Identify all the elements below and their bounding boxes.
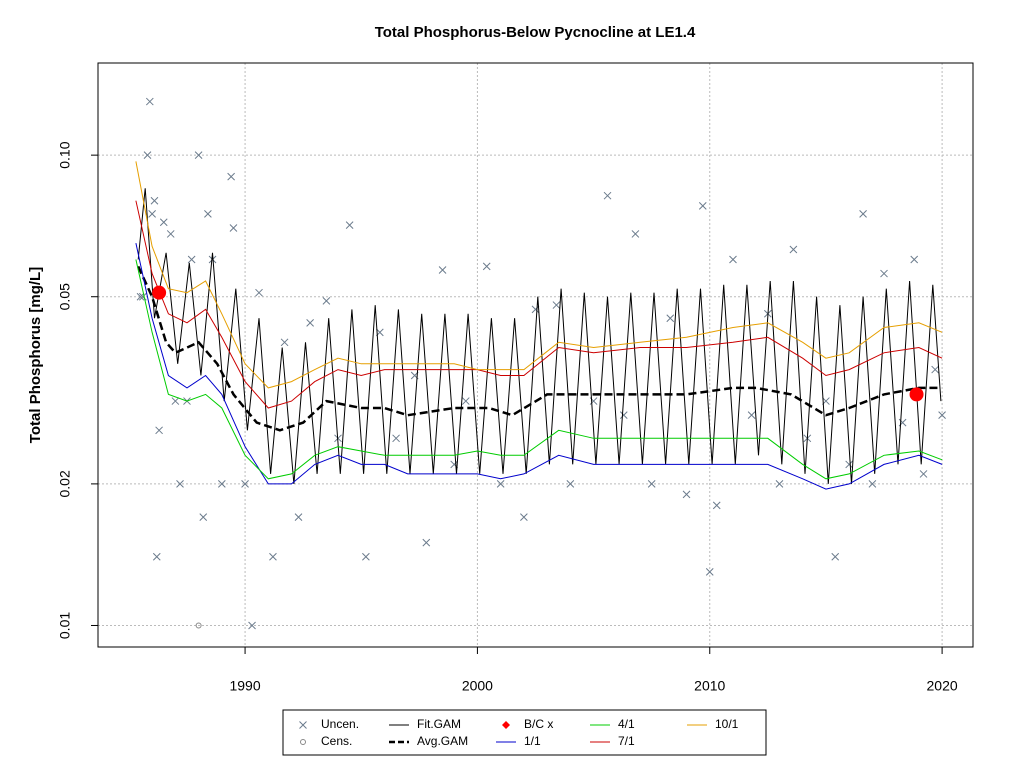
legend-label: B/C x [524,717,553,731]
data-point [136,292,145,301]
data-point [150,196,159,205]
data-point [229,224,238,232]
data-point [666,314,675,323]
data-point [422,538,431,547]
data-point [729,255,737,264]
data-point [631,230,640,238]
legend-swatch [299,721,307,729]
series-line [135,161,943,389]
y-tick-label: 0.05 [57,283,73,310]
legend-label: Cens. [321,734,352,748]
data-point [603,191,612,200]
legend-label: Uncen. [321,717,359,731]
legend-label: 7/1 [618,734,635,748]
legend-label: 4/1 [618,717,635,731]
data-point [280,338,289,347]
legend-label: Fit.GAM [417,717,461,731]
data-point [789,245,798,254]
data-point [227,172,235,181]
data-point [566,480,575,488]
data-point [438,266,447,274]
data-point [619,411,628,420]
data-point [909,387,924,402]
data-point [910,255,919,264]
series-line [137,265,940,432]
data-point [362,552,370,561]
data-point [531,305,540,314]
data-point [859,210,867,218]
data-point [705,568,714,576]
data-point [450,460,459,469]
data-point [931,365,939,374]
data-point [868,480,877,488]
data-point [322,296,331,305]
data-point [647,480,656,488]
data-point [269,552,277,561]
y-tick-label: 0.10 [57,141,73,168]
plot-frame [97,62,974,648]
data-point [166,230,175,238]
legend-label: 10/1 [715,717,739,731]
x-tick-label: 2000 [462,678,493,694]
x-tick-label: 2020 [927,678,958,694]
data-point [155,426,163,435]
series-line [135,259,943,480]
data-point [747,411,756,420]
data-point [217,480,226,488]
data-point [294,513,303,521]
legend-box [282,709,767,756]
data-point [552,301,561,309]
data-point [682,490,691,499]
y-tick-label: 0.02 [57,470,73,497]
data-point [345,221,354,229]
legend-label: 1/1 [524,734,541,748]
data-point [845,460,854,469]
data-point [143,151,152,159]
legend-swatch [502,721,510,729]
data-point [520,513,528,521]
data-point [187,255,196,264]
data-point [248,621,256,630]
y-axis-label: Total Phosphorus [mg/L] [27,267,44,443]
data-point [241,480,249,488]
y-tick-label: 0.01 [57,612,73,639]
data-point [148,210,156,218]
data-point [712,501,721,510]
data-point [195,622,202,629]
data-point [306,318,314,327]
legend-label: Avg.GAM [417,734,468,748]
legend-swatch [300,739,306,745]
data-point [199,513,208,521]
data-point [204,210,212,218]
data-point [938,411,946,420]
series-line [137,188,942,484]
data-point [482,262,491,271]
data-point [698,202,707,210]
data-point [831,552,840,561]
data-point [171,397,180,405]
data-point [919,470,928,478]
data-point [461,397,470,405]
data-point [775,480,784,488]
data-point [152,552,161,561]
chart-title: Total Phosphorus-Below Pycnocline at LE1… [375,24,696,41]
data-point [145,97,154,106]
data-point [159,218,168,227]
data-point [194,151,203,159]
series-line [135,242,943,490]
data-point [496,480,505,488]
data-point [392,434,400,443]
data-point [176,480,184,488]
data-point [152,285,167,300]
x-tick-label: 1990 [229,678,260,694]
data-point [880,269,888,278]
x-tick-label: 2010 [694,678,725,694]
data-point [255,288,263,297]
series-line [135,200,943,409]
